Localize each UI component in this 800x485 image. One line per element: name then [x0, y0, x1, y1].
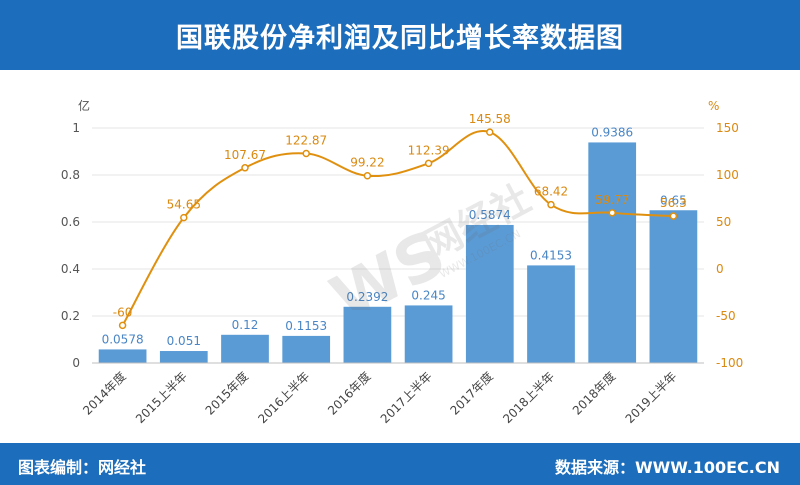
chart-footer: 图表编制：网经社 数据来源：WWW.100EC.CN [0, 443, 800, 485]
left-axis-tick-label: 0.8 [61, 168, 80, 182]
category-label: 2016上半年 [255, 369, 312, 426]
line-point [486, 128, 494, 136]
category-label: 2018上半年 [500, 369, 557, 426]
bar [343, 306, 392, 363]
line-value-label: 68.42 [534, 185, 568, 199]
data-labels: 0.0578 0.051 0.12 0.1153 0.2392 0.245 0.5874 0.… [102, 112, 687, 348]
chart-header: 国联股份净利润及同比增长率数据图 [0, 0, 800, 70]
left-axis-tick-label: 0.4 [61, 262, 80, 276]
footer-source: 数据来源：WWW.100EC.CN [554, 458, 780, 477]
bar [159, 351, 208, 363]
bar [282, 335, 331, 363]
bar [588, 142, 637, 363]
line-value-label: 112.39 [408, 143, 450, 157]
line-value-label: 59.77 [595, 193, 629, 207]
category-label: 2016年度 [324, 369, 373, 418]
bar-value-label: 0.9386 [591, 125, 633, 139]
category-label: 2014年度 [80, 369, 129, 418]
category-label: 2015上半年 [133, 369, 190, 426]
line-value-label: 122.87 [285, 134, 327, 148]
bar [465, 224, 514, 363]
bar-value-label: 0.2392 [346, 290, 388, 304]
category-label: 2017年度 [447, 369, 496, 418]
bar-value-label: 0.12 [232, 318, 259, 332]
growth-rate-line [121, 130, 674, 326]
line-value-label: 56.3 [660, 196, 687, 210]
line-point [669, 212, 678, 220]
line-point [424, 159, 433, 168]
bar [98, 349, 147, 363]
bar-value-label: 0.0578 [102, 332, 144, 346]
bar [221, 334, 269, 363]
category-label: 2015年度 [202, 369, 251, 418]
right-axis-tick-label: 100 [716, 168, 739, 182]
left-axis-tick-label: 0 [72, 356, 80, 370]
bar [527, 265, 575, 363]
category-label: 2017上半年 [378, 369, 435, 426]
line-point [118, 321, 127, 330]
line-point [241, 164, 249, 172]
bar-value-label: 0.1153 [285, 319, 327, 333]
right-axis-tick-label: 0 [716, 262, 724, 276]
bar-series [98, 142, 698, 363]
category-label: 2018年度 [569, 369, 618, 418]
right-axis-tick-label: 150 [716, 121, 739, 135]
bar-value-label: 0.051 [167, 334, 201, 348]
category-label: 2019上半年 [623, 369, 680, 426]
right-axis-tick-label: -50 [716, 309, 736, 323]
line-point [180, 213, 188, 222]
line-value-label: 54.65 [167, 198, 201, 212]
line-value-label: 99.22 [350, 156, 384, 170]
right-axis-tick-label: 50 [716, 215, 731, 229]
right-axis-tick-label: -100 [716, 356, 743, 370]
line-value-label: -60 [113, 305, 133, 319]
line-point [302, 149, 310, 158]
bar-value-label: 0.65 [660, 193, 687, 207]
left-axis-tick-label: 0.6 [61, 215, 80, 229]
line-point [363, 171, 372, 180]
bar [649, 210, 698, 363]
line-value-label: 107.67 [224, 148, 266, 162]
line-series [118, 128, 678, 330]
bar-value-label: 0.5874 [469, 208, 511, 222]
left-axis-tick-label: 0.2 [61, 309, 80, 323]
right-axis-unit: % [708, 99, 719, 113]
line-point [547, 200, 555, 209]
left-axis-tick-label: 1 [72, 121, 80, 135]
line-value-label: 145.58 [469, 112, 511, 126]
bar [404, 305, 453, 363]
line-point [608, 209, 616, 217]
footer-credit: 图表编制：网经社 [18, 458, 147, 477]
bar-value-label: 0.245 [411, 288, 445, 302]
bar-value-label: 0.4153 [530, 248, 572, 262]
chart-title: 国联股份净利润及同比增长率数据图 [176, 22, 624, 54]
left-axis-unit: 亿 [78, 98, 90, 113]
